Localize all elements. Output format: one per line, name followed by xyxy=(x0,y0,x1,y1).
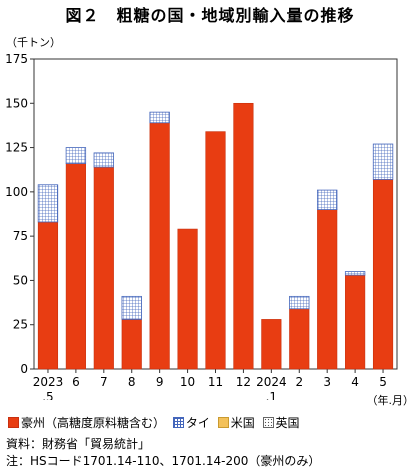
bar-australia-8 xyxy=(261,319,282,370)
bar-thailand-3 xyxy=(121,295,142,320)
x-tick-label: 6 xyxy=(72,375,80,389)
y-tick-label: 75 xyxy=(13,229,28,243)
x-tick-label: 8 xyxy=(128,375,136,389)
bar-thailand-12 xyxy=(372,143,394,180)
bar-thailand-2 xyxy=(93,152,114,168)
x-tick-label: 10 xyxy=(180,375,195,389)
legend-swatch-australia xyxy=(8,417,19,428)
legend-item-usa: 米国 xyxy=(217,414,255,431)
bar-thailand-9 xyxy=(289,295,310,310)
bar-australia-0 xyxy=(37,221,59,370)
bar-australia-3 xyxy=(121,319,142,370)
x-tick-label: 3 xyxy=(323,375,331,389)
y-tick-label: 175 xyxy=(5,52,28,66)
x-tick-label: 2024 xyxy=(256,375,287,389)
x-tick-label: 12 xyxy=(236,375,251,389)
x-tick-label: 5 xyxy=(379,375,387,389)
legend-swatch-usa xyxy=(217,417,229,428)
bar-australia-1 xyxy=(65,163,86,370)
bar-thailand-0 xyxy=(37,184,59,223)
legend-item-australia: 豪州（高糖度原料糖含む） xyxy=(8,414,165,431)
x-tick-label: .5 xyxy=(42,390,53,400)
x-tick-label: .1 xyxy=(266,390,277,400)
chart-title: 図２ 粗糖の国・地域別輸入量の推移 xyxy=(65,6,355,25)
bar-australia-10 xyxy=(317,209,338,370)
bar-australia-9 xyxy=(289,308,310,370)
bar-australia-6 xyxy=(205,131,226,370)
x-tick-label: 7 xyxy=(100,375,108,389)
title-bar: 図２ 粗糖の国・地域別輸入量の推移 xyxy=(0,0,420,30)
notes: 資料：財務省「貿易統計」 注：HSコード1701.14-110、1701.14-… xyxy=(6,436,320,470)
x-tick-label: 4 xyxy=(351,375,359,389)
bar-australia-7 xyxy=(233,102,254,370)
x-tick-label: 2023 xyxy=(33,375,64,389)
bar-thailand-4 xyxy=(149,111,170,124)
x-tick-label: 9 xyxy=(156,375,164,389)
legend-item-uk: 英国 xyxy=(262,414,300,431)
bar-thailand-11 xyxy=(344,271,366,276)
legend-label-australia: 豪州（高糖度原料糖含む） xyxy=(21,416,166,430)
legend-label-thailand: タイ xyxy=(185,416,210,430)
y-tick-label: 0 xyxy=(20,362,28,376)
x-tick-label: 11 xyxy=(208,375,223,389)
x-tick-label: 2 xyxy=(295,375,303,389)
legend-swatch-uk xyxy=(262,417,274,428)
y-tick-label: 125 xyxy=(5,141,28,155)
bar-australia-5 xyxy=(177,228,198,370)
bar-australia-12 xyxy=(372,179,394,370)
bar-thailand-1 xyxy=(65,147,87,164)
y-unit-label: （千トン） xyxy=(6,36,61,49)
bar-australia-2 xyxy=(93,166,114,370)
bar-australia-4 xyxy=(149,122,170,370)
legend-swatch-thailand xyxy=(172,417,184,428)
y-tick-label: 100 xyxy=(5,185,28,199)
bar-australia-11 xyxy=(345,274,366,370)
legend: 豪州（高糖度原料糖含む） タイ 米国 英国 xyxy=(8,414,304,431)
x-unit-label: （年.月） xyxy=(366,394,415,407)
bar-thailand-10 xyxy=(317,189,338,210)
y-tick-label: 25 xyxy=(13,318,28,332)
source-note: 資料：財務省「貿易統計」 xyxy=(6,437,151,451)
hs-code-note: 注：HSコード1701.14-110、1701.14-200（豪州のみ） xyxy=(6,454,321,468)
legend-item-thailand: タイ xyxy=(172,414,210,431)
y-tick-label: 50 xyxy=(13,273,28,287)
legend-label-usa: 米国 xyxy=(230,416,255,430)
y-tick-label: 150 xyxy=(5,96,28,110)
legend-label-uk: 英国 xyxy=(275,416,300,430)
